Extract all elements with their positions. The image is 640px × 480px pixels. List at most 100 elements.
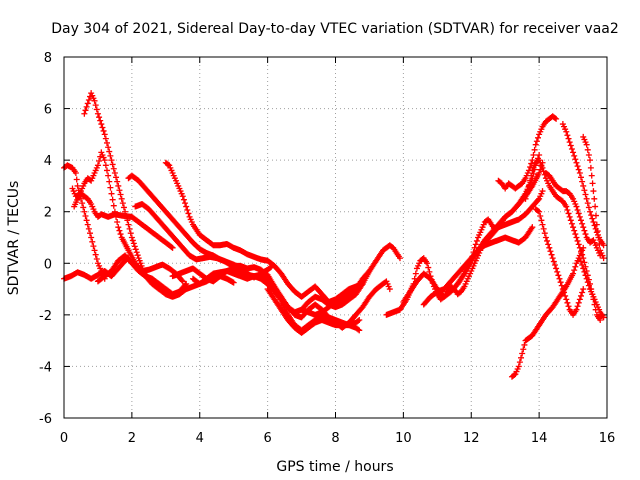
data-point bbox=[574, 163, 581, 170]
data-point bbox=[582, 231, 589, 238]
x-tick-label: 10 bbox=[395, 431, 412, 446]
data-point bbox=[547, 248, 554, 255]
data-point bbox=[96, 114, 103, 121]
data-point bbox=[179, 278, 186, 285]
data-point bbox=[131, 243, 138, 250]
data-point bbox=[579, 262, 586, 269]
data-point bbox=[529, 157, 536, 164]
data-point bbox=[511, 372, 518, 379]
data-point bbox=[555, 272, 562, 279]
data-point bbox=[133, 249, 140, 256]
data-point bbox=[110, 165, 117, 172]
data-point bbox=[180, 196, 187, 203]
data-point bbox=[542, 234, 549, 241]
data-point bbox=[595, 234, 602, 241]
x-tick-label: 14 bbox=[531, 431, 548, 446]
data-point bbox=[107, 184, 114, 191]
data-point bbox=[563, 203, 570, 210]
data-point bbox=[570, 270, 577, 277]
data-point bbox=[576, 296, 583, 303]
data-point bbox=[113, 213, 120, 220]
data-point bbox=[528, 160, 535, 167]
plot-frame bbox=[63, 56, 608, 419]
data-point bbox=[580, 224, 587, 231]
data-point bbox=[539, 221, 546, 228]
data-point bbox=[574, 206, 581, 213]
data-point bbox=[590, 219, 597, 226]
data-point bbox=[127, 230, 134, 237]
data-point bbox=[107, 152, 114, 159]
data-point bbox=[577, 174, 584, 181]
data-point bbox=[557, 279, 564, 286]
data-point bbox=[584, 279, 591, 286]
data-point bbox=[570, 149, 577, 156]
data-point bbox=[101, 131, 108, 138]
data-point bbox=[126, 225, 133, 232]
data-point bbox=[74, 182, 81, 189]
data-point bbox=[572, 263, 579, 270]
data-point bbox=[113, 174, 120, 181]
data-point bbox=[558, 282, 565, 289]
data-point bbox=[568, 145, 575, 152]
data-point bbox=[365, 269, 372, 276]
data-point bbox=[575, 241, 582, 248]
data-point bbox=[573, 203, 580, 210]
data-point bbox=[587, 164, 594, 171]
chart-title: Day 304 of 2021, Sidereal Day-to-day VTE… bbox=[51, 21, 619, 37]
data-point bbox=[93, 106, 100, 113]
data-point bbox=[396, 255, 403, 262]
data-point bbox=[515, 363, 522, 370]
data-point bbox=[111, 170, 118, 177]
data-point bbox=[593, 221, 600, 228]
data-point bbox=[564, 299, 571, 306]
data-point bbox=[574, 237, 581, 244]
data-point bbox=[518, 354, 525, 361]
data-point bbox=[597, 317, 604, 324]
data-point bbox=[529, 224, 536, 231]
data-point bbox=[590, 188, 597, 195]
data-point bbox=[93, 255, 100, 262]
y-axis-label: SDTVAR / TECUs bbox=[6, 181, 22, 296]
data-point bbox=[386, 286, 393, 293]
data-point bbox=[565, 303, 572, 310]
data-point bbox=[91, 97, 98, 104]
data-point bbox=[182, 200, 189, 207]
data-point bbox=[87, 230, 94, 237]
data-point bbox=[115, 224, 122, 231]
data-point bbox=[584, 146, 591, 153]
data-point bbox=[519, 350, 526, 357]
data-point bbox=[563, 128, 570, 135]
data-point bbox=[534, 207, 541, 214]
data-point bbox=[579, 178, 586, 185]
data-point bbox=[565, 135, 572, 142]
data-point bbox=[600, 314, 607, 321]
data-point bbox=[584, 200, 591, 207]
data-point bbox=[531, 146, 538, 153]
data-point bbox=[182, 282, 189, 289]
data-point bbox=[548, 251, 555, 258]
data-point bbox=[84, 100, 91, 107]
data-point bbox=[582, 191, 589, 198]
data-point bbox=[579, 251, 586, 258]
data-point bbox=[535, 196, 542, 203]
data-point bbox=[266, 265, 273, 272]
data-point bbox=[103, 139, 110, 146]
data-point bbox=[524, 187, 531, 194]
data-point bbox=[528, 172, 535, 179]
data-point bbox=[114, 219, 121, 226]
data-point bbox=[105, 144, 112, 151]
data-point bbox=[114, 178, 121, 185]
data-point bbox=[577, 292, 584, 299]
y-tick-label: 6 bbox=[44, 103, 52, 118]
data-point bbox=[585, 151, 592, 158]
data-point bbox=[575, 166, 582, 173]
data-point bbox=[536, 170, 543, 177]
data-point bbox=[101, 157, 108, 164]
data-point bbox=[574, 303, 581, 310]
data-point bbox=[527, 177, 534, 184]
data-point bbox=[563, 296, 570, 303]
data-point bbox=[545, 241, 552, 248]
data-point bbox=[567, 217, 574, 224]
data-point bbox=[356, 327, 363, 334]
data-point bbox=[108, 157, 115, 164]
